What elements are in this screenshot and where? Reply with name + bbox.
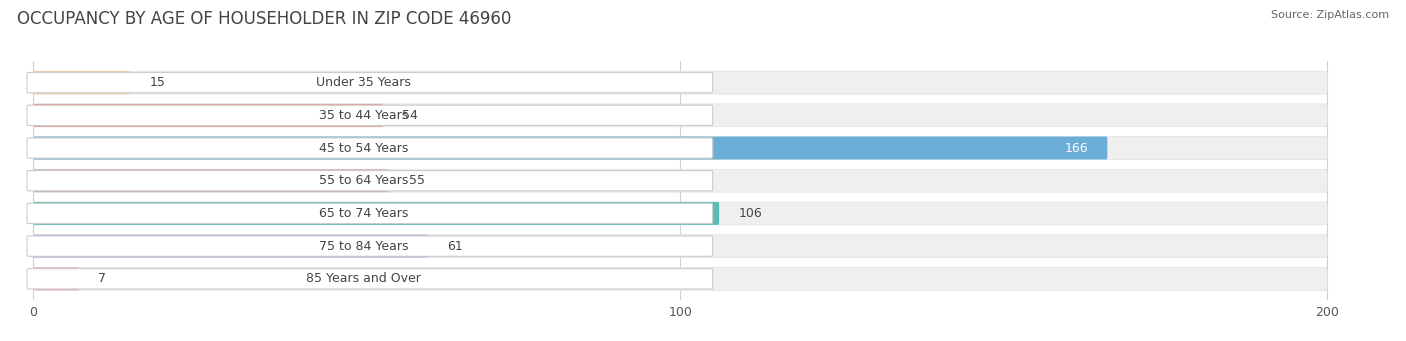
FancyBboxPatch shape: [34, 169, 1327, 192]
FancyBboxPatch shape: [27, 236, 713, 256]
Text: 45 to 54 Years: 45 to 54 Years: [319, 142, 408, 154]
FancyBboxPatch shape: [34, 202, 720, 225]
FancyBboxPatch shape: [27, 105, 713, 125]
FancyBboxPatch shape: [27, 269, 713, 289]
Text: 65 to 74 Years: 65 to 74 Years: [319, 207, 408, 220]
FancyBboxPatch shape: [27, 203, 713, 224]
Text: 106: 106: [738, 207, 762, 220]
FancyBboxPatch shape: [34, 235, 427, 257]
FancyBboxPatch shape: [34, 169, 389, 192]
FancyBboxPatch shape: [34, 71, 1327, 94]
Text: 55: 55: [409, 174, 425, 187]
Text: 166: 166: [1064, 142, 1088, 154]
FancyBboxPatch shape: [34, 137, 1108, 160]
FancyBboxPatch shape: [34, 235, 1327, 257]
Text: 85 Years and Over: 85 Years and Over: [307, 272, 420, 285]
FancyBboxPatch shape: [27, 170, 713, 191]
FancyBboxPatch shape: [27, 73, 713, 93]
Text: 75 to 84 Years: 75 to 84 Years: [319, 240, 408, 253]
Text: 7: 7: [98, 272, 107, 285]
FancyBboxPatch shape: [34, 104, 382, 127]
Text: Source: ZipAtlas.com: Source: ZipAtlas.com: [1271, 10, 1389, 20]
FancyBboxPatch shape: [34, 267, 1327, 290]
Text: 61: 61: [447, 240, 463, 253]
Text: Under 35 Years: Under 35 Years: [316, 76, 411, 89]
FancyBboxPatch shape: [34, 137, 1327, 160]
FancyBboxPatch shape: [27, 138, 713, 158]
FancyBboxPatch shape: [34, 202, 1327, 225]
Text: OCCUPANCY BY AGE OF HOUSEHOLDER IN ZIP CODE 46960: OCCUPANCY BY AGE OF HOUSEHOLDER IN ZIP C…: [17, 10, 512, 28]
Text: 54: 54: [402, 109, 418, 122]
Text: 35 to 44 Years: 35 to 44 Years: [319, 109, 408, 122]
FancyBboxPatch shape: [34, 71, 131, 94]
FancyBboxPatch shape: [34, 267, 79, 290]
FancyBboxPatch shape: [34, 104, 1327, 127]
Text: 15: 15: [150, 76, 166, 89]
Text: 55 to 64 Years: 55 to 64 Years: [319, 174, 408, 187]
